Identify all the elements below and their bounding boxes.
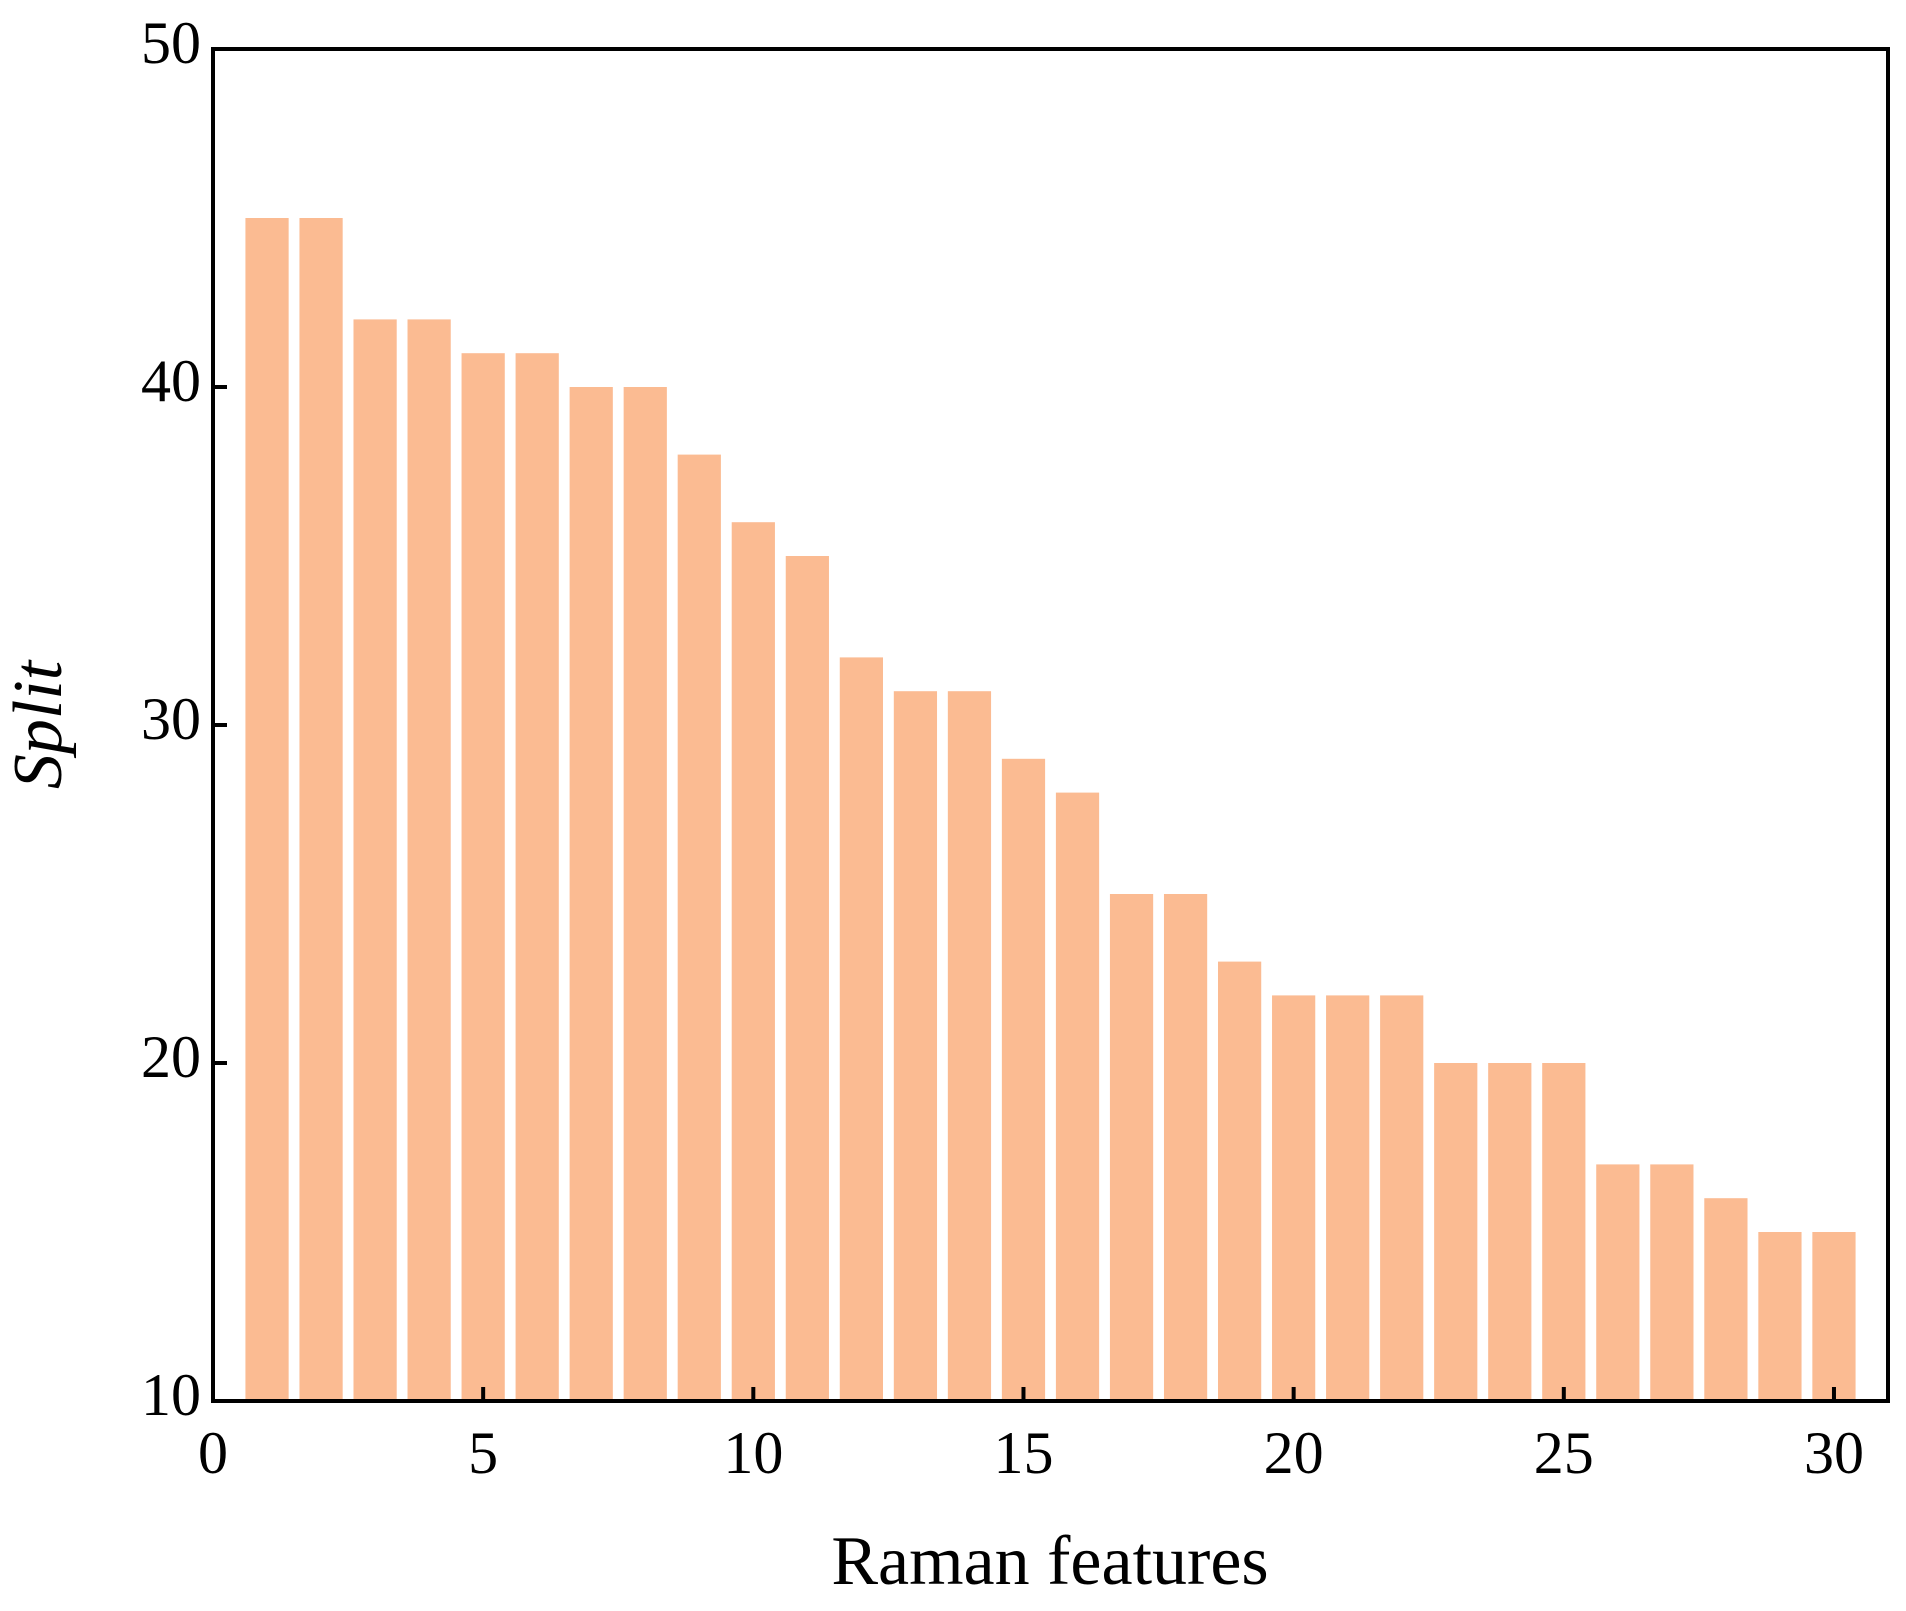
bar xyxy=(1812,1232,1856,1401)
bar xyxy=(1055,792,1100,1401)
x-axis-title: Raman features xyxy=(831,1523,1268,1600)
y-tick-label: 10 xyxy=(141,1362,201,1428)
bar xyxy=(1326,995,1370,1401)
bar xyxy=(1380,995,1424,1401)
bar xyxy=(1109,894,1154,1401)
bar xyxy=(353,319,397,1401)
y-tick-label: 30 xyxy=(141,686,201,752)
bar xyxy=(785,556,829,1401)
bar xyxy=(893,691,938,1401)
x-tick-label: 5 xyxy=(468,1420,498,1486)
x-tick-label: 30 xyxy=(1804,1420,1864,1486)
bar xyxy=(1704,1198,1748,1401)
bar xyxy=(1272,995,1316,1401)
bar xyxy=(515,353,559,1402)
bar xyxy=(731,522,775,1401)
bar xyxy=(299,218,343,1401)
x-tick-label: 0 xyxy=(198,1420,228,1486)
bar xyxy=(1758,1232,1802,1401)
bar xyxy=(623,387,667,1401)
bar xyxy=(1163,894,1208,1401)
y-tick-label: 20 xyxy=(141,1024,201,1090)
bar xyxy=(1001,758,1046,1401)
bar xyxy=(461,353,505,1402)
bar xyxy=(947,691,992,1401)
bar xyxy=(1218,961,1262,1401)
x-tick-label: 15 xyxy=(993,1420,1053,1486)
bar xyxy=(407,319,451,1401)
bar xyxy=(1488,1063,1532,1401)
bar xyxy=(839,657,883,1401)
x-tick-label: 10 xyxy=(723,1420,783,1486)
x-tick-label: 25 xyxy=(1534,1420,1594,1486)
bar xyxy=(1650,1164,1694,1401)
bar xyxy=(245,218,289,1401)
y-tick-label: 50 xyxy=(141,10,201,76)
bar xyxy=(569,387,613,1401)
bar xyxy=(1596,1164,1640,1401)
y-axis-title: Split xyxy=(0,659,77,789)
x-tick-label: 20 xyxy=(1264,1420,1324,1486)
y-tick-label: 40 xyxy=(141,348,201,414)
bar xyxy=(677,454,721,1402)
bar xyxy=(1542,1063,1586,1401)
bar xyxy=(1434,1063,1478,1401)
